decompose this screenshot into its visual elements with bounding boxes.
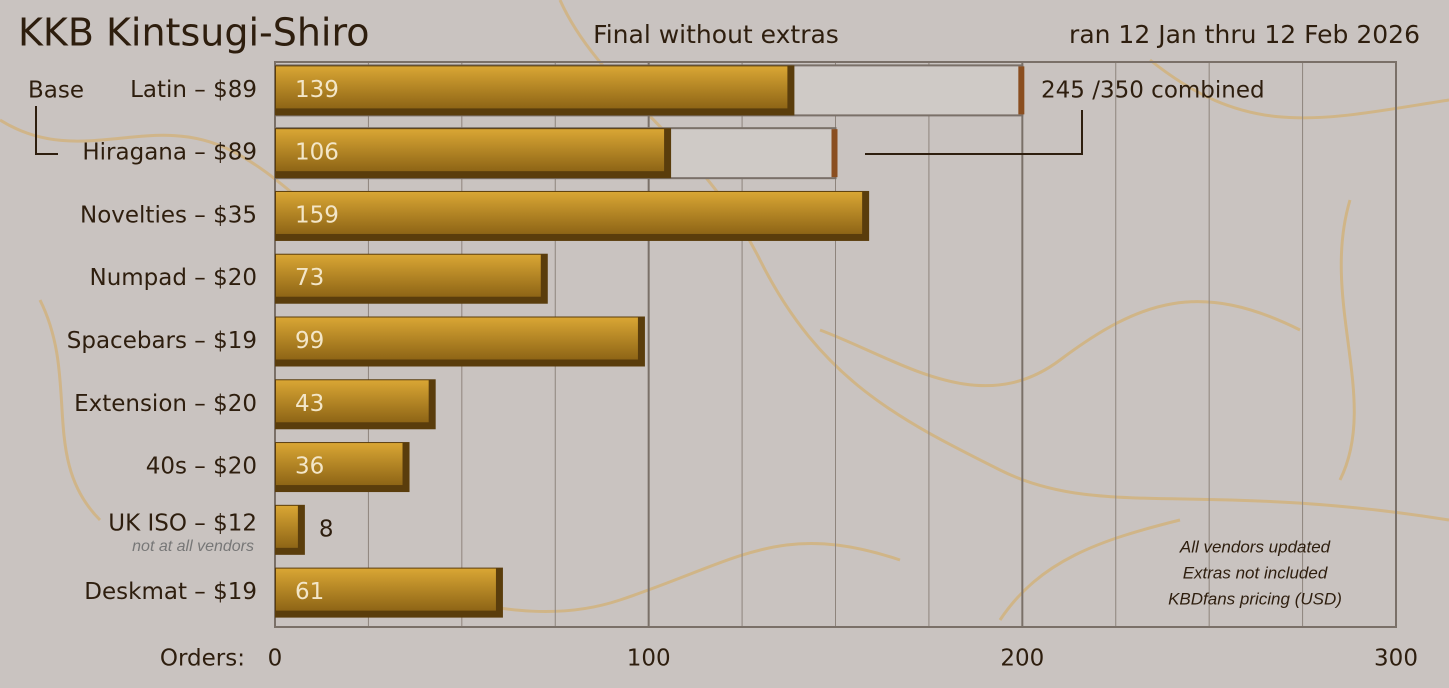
x-tick-label: 200 [1000, 646, 1044, 672]
y-tick-label: Deskmat – $19 [84, 579, 257, 605]
bar [276, 443, 403, 486]
y-tick-label: 40s – $20 [146, 454, 257, 480]
y-tick-label: UK ISO – $12 [108, 510, 257, 536]
target-marker [1018, 66, 1025, 115]
value-label: 8 [319, 516, 334, 542]
y-tick-label: Numpad – $20 [89, 265, 257, 291]
bar [276, 568, 496, 611]
value-label: 159 [295, 202, 339, 228]
x-tick-label: 0 [268, 646, 283, 672]
target-marker [831, 129, 838, 178]
annotation-connector [865, 110, 1083, 155]
bar [276, 254, 541, 297]
x-tick-label: 100 [627, 646, 671, 672]
bar [276, 66, 788, 109]
x-tick-label: 300 [1374, 646, 1418, 672]
value-label: 99 [295, 328, 324, 354]
note: Extras not included [1183, 563, 1328, 582]
date-range: ran 12 Jan thru 12 Feb 2026 [1069, 20, 1420, 49]
bar [276, 317, 638, 360]
y-tick-label: Novelties – $35 [80, 202, 257, 228]
note: KBDfans pricing (USD) [1168, 589, 1342, 608]
x-axis-label: Orders: [160, 646, 245, 672]
value-label: 43 [295, 391, 324, 417]
value-label: 106 [295, 140, 339, 166]
value-label: 73 [295, 265, 324, 291]
chart-title: KKB Kintsugi-Shiro [18, 11, 370, 55]
bar [276, 505, 298, 548]
chart-subtitle: Final without extras [593, 20, 839, 49]
y-tick-label: Latin – $89 [130, 77, 257, 103]
group-bracket [35, 106, 58, 155]
value-label: 139 [295, 77, 339, 103]
bar [276, 129, 665, 172]
note: All vendors updated [1179, 537, 1331, 556]
y-tick-label: Extension – $20 [74, 391, 257, 417]
y-tick-label: Hiragana – $89 [82, 140, 257, 166]
group-label: Base [28, 78, 84, 104]
target-annotation: 245 /350 combined [1041, 78, 1265, 104]
bar [276, 191, 863, 234]
y-tick-label: Spacebars – $19 [67, 328, 257, 354]
bar [276, 380, 429, 423]
notes: All vendors updated Extras not included … [1168, 537, 1342, 608]
value-label: 61 [295, 579, 324, 605]
value-label: 36 [295, 454, 324, 480]
category-note: not at all vendors [132, 538, 254, 555]
